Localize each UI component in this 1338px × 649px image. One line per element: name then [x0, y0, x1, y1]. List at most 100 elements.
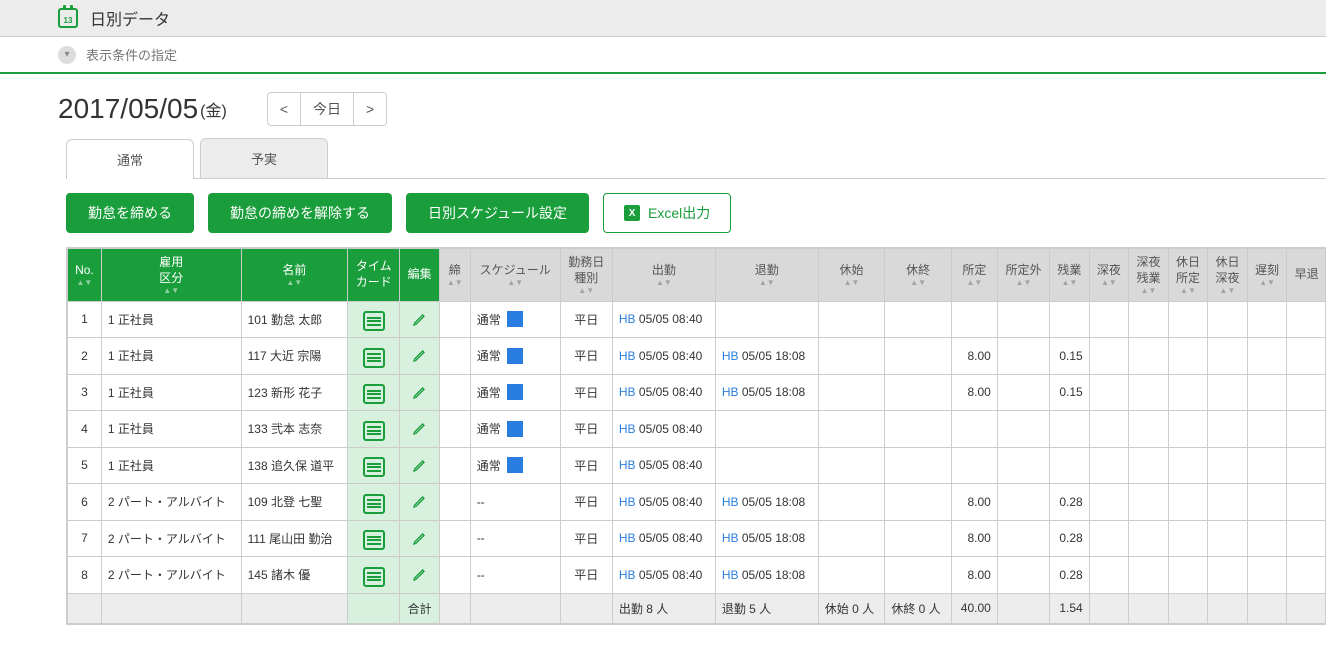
timecard-button[interactable]	[348, 557, 400, 594]
table-row: 41 正社員133 弐本 志奈通常平日HB 05/05 08:40	[68, 411, 1327, 448]
col-schedule[interactable]: スケジュール▲▼	[470, 249, 560, 302]
reopen-attendance-button[interactable]: 勤怠の締めを解除する	[208, 193, 392, 233]
cell-overtime: 0.28	[1050, 484, 1090, 521]
cell-holiday-sched	[1168, 557, 1208, 594]
timecard-button[interactable]	[348, 338, 400, 375]
col-late-night[interactable]: 深夜▲▼	[1089, 249, 1129, 302]
cell-name: 109 北登 七聖	[241, 484, 347, 521]
timecard-button[interactable]	[348, 411, 400, 448]
clock-in-prefix: HB	[619, 312, 636, 326]
cell-early	[1287, 411, 1326, 448]
cell-over-scheduled	[997, 411, 1049, 448]
cell-break-end	[885, 557, 952, 594]
col-closed[interactable]: 締▲▼	[439, 249, 470, 302]
clock-out-prefix: HB	[722, 349, 739, 363]
cell-break-end	[885, 411, 952, 448]
tab-normal[interactable]: 通常	[66, 139, 194, 179]
table-row: 82 パート・アルバイト145 諸木 優--平日HB 05/05 08:40HB…	[68, 557, 1327, 594]
col-overtime[interactable]: 残業▲▼	[1050, 249, 1090, 302]
cell-clock-out	[715, 301, 818, 338]
cell-closed	[439, 374, 470, 411]
filter-label: 表示条件の指定	[86, 45, 177, 64]
cell-clock-out: HB 05/05 18:08	[715, 520, 818, 557]
cell-late-night-ot	[1129, 520, 1169, 557]
col-holiday-sched[interactable]: 休日 所定▲▼	[1168, 249, 1208, 302]
timecard-button[interactable]	[348, 484, 400, 521]
timecard-icon	[363, 348, 385, 368]
cell-no: 6	[68, 484, 102, 521]
filter-bar[interactable]: ▾ 表示条件の指定	[0, 37, 1326, 74]
cell-clock-out	[715, 447, 818, 484]
close-attendance-button[interactable]: 勤怠を締める	[66, 193, 194, 233]
cell-early	[1287, 374, 1326, 411]
cell-emp-type: 1 正社員	[101, 338, 241, 375]
cell-over-scheduled	[997, 301, 1049, 338]
table-row: 11 正社員101 勤怠 太郎通常平日HB 05/05 08:40	[68, 301, 1327, 338]
col-early[interactable]: 早退	[1287, 249, 1326, 302]
schedule-color-box	[507, 311, 523, 327]
excel-export-button[interactable]: X Excel出力	[603, 193, 731, 233]
cell-lateness	[1247, 338, 1287, 375]
page-title: 日別データ	[90, 6, 170, 30]
table-row: 21 正社員117 大近 宗陽通常平日HB 05/05 08:40HB 05/0…	[68, 338, 1327, 375]
edit-button[interactable]	[400, 301, 440, 338]
col-lateness[interactable]: 遅刻▲▼	[1247, 249, 1287, 302]
cell-day-type: 平日	[560, 374, 612, 411]
timecard-icon	[363, 530, 385, 550]
cell-day-type: 平日	[560, 301, 612, 338]
cell-day-type: 平日	[560, 484, 612, 521]
edit-button[interactable]	[400, 411, 440, 448]
prev-day-button[interactable]: <	[267, 92, 301, 126]
cell-name: 111 尾山田 勤治	[241, 520, 347, 557]
cell-early	[1287, 338, 1326, 375]
col-no[interactable]: No.▲▼	[68, 249, 102, 302]
cell-overtime	[1050, 411, 1090, 448]
cell-scheduled: 8.00	[951, 484, 997, 521]
col-break-start[interactable]: 休始▲▼	[818, 249, 885, 302]
col-break-end[interactable]: 休終▲▼	[885, 249, 952, 302]
cell-holiday-sched	[1168, 411, 1208, 448]
cell-clock-in: HB 05/05 08:40	[612, 520, 715, 557]
timecard-button[interactable]	[348, 374, 400, 411]
col-day-type[interactable]: 勤務日 種別▲▼	[560, 249, 612, 302]
col-late-night-ot[interactable]: 深夜 残業▲▼	[1129, 249, 1169, 302]
pencil-icon	[409, 455, 431, 475]
cell-break-end	[885, 447, 952, 484]
edit-button[interactable]	[400, 557, 440, 594]
cell-name: 117 大近 宗陽	[241, 338, 347, 375]
col-scheduled[interactable]: 所定▲▼	[951, 249, 997, 302]
edit-button[interactable]	[400, 374, 440, 411]
timecard-button[interactable]	[348, 301, 400, 338]
col-clock-in[interactable]: 出勤▲▼	[612, 249, 715, 302]
col-name[interactable]: 名前▲▼	[241, 249, 347, 302]
edit-button[interactable]	[400, 484, 440, 521]
pencil-icon	[409, 564, 431, 584]
cell-break-start	[818, 484, 885, 521]
totals-out: 退勤 5 人	[715, 593, 818, 623]
col-holiday-late[interactable]: 休日 深夜▲▼	[1208, 249, 1248, 302]
edit-button[interactable]	[400, 338, 440, 375]
today-button[interactable]: 今日	[301, 92, 354, 126]
cell-emp-type: 1 正社員	[101, 447, 241, 484]
pencil-icon	[409, 345, 431, 365]
cell-break-end	[885, 338, 952, 375]
tab-plan[interactable]: 予実	[200, 138, 328, 178]
timecard-button[interactable]	[348, 520, 400, 557]
cell-day-type: 平日	[560, 520, 612, 557]
col-over-scheduled[interactable]: 所定外▲▼	[997, 249, 1049, 302]
edit-button[interactable]	[400, 520, 440, 557]
daily-schedule-button[interactable]: 日別スケジュール設定	[406, 193, 589, 233]
cell-scheduled	[951, 411, 997, 448]
col-clock-out[interactable]: 退勤▲▼	[715, 249, 818, 302]
clock-in-prefix: HB	[619, 385, 636, 399]
edit-button[interactable]	[400, 447, 440, 484]
col-timecard: タイム カード	[348, 249, 400, 302]
cell-holiday-sched	[1168, 484, 1208, 521]
clock-in-prefix: HB	[619, 495, 636, 509]
calendar-icon: 13	[58, 8, 78, 28]
excel-icon: X	[624, 205, 640, 221]
timecard-button[interactable]	[348, 447, 400, 484]
schedule-color-box	[507, 384, 523, 400]
col-emp-type[interactable]: 雇用 区分▲▼	[101, 249, 241, 302]
next-day-button[interactable]: >	[354, 92, 387, 126]
